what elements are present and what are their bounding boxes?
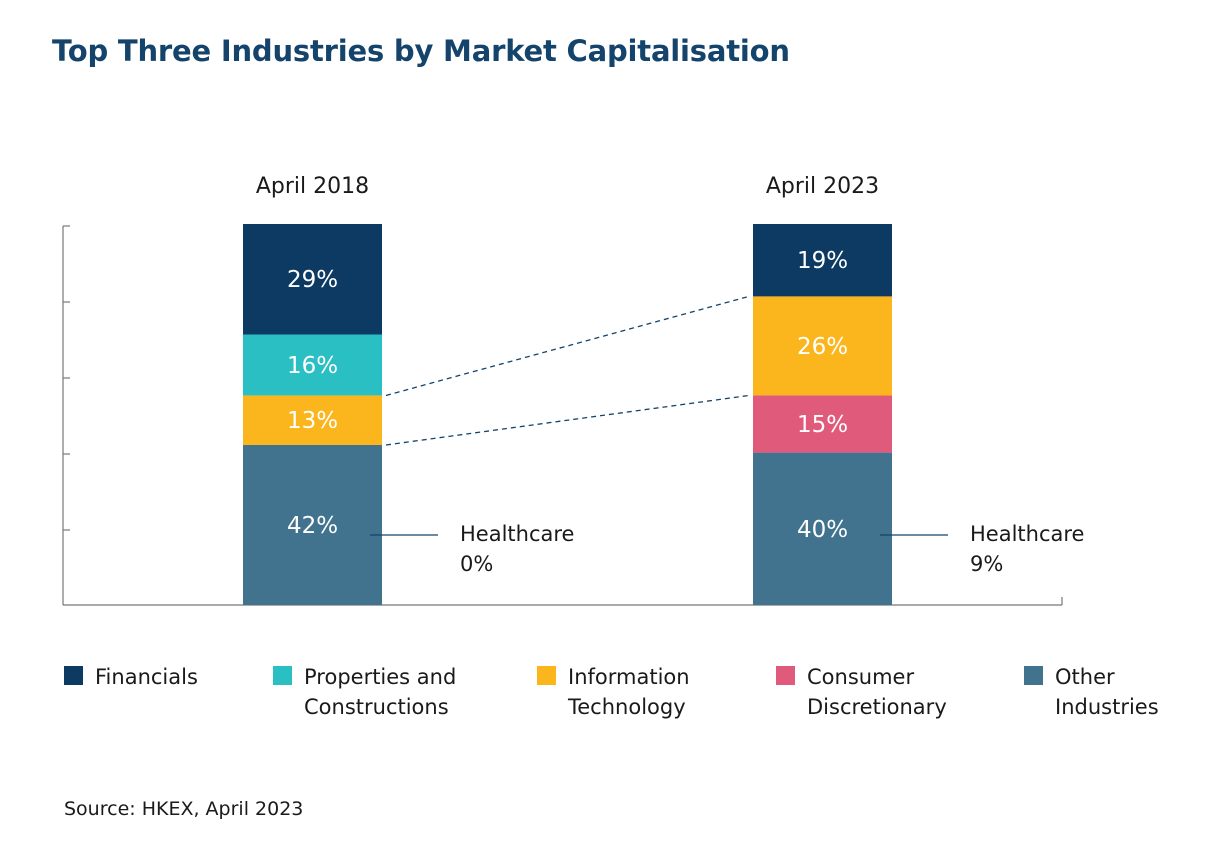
- legend-label: Other Industries: [1055, 665, 1159, 719]
- data-label: 29%: [287, 267, 338, 293]
- axis-layer: [62, 225, 1063, 606]
- legend-swatch: [273, 666, 292, 685]
- source-note: Source: HKEX, April 2023: [64, 798, 304, 820]
- data-label: 13%: [287, 408, 338, 434]
- chart-legend: Financials Properties and Constructions In…: [0, 662, 1228, 732]
- legend-item-consumer-discretionary: Consumer Discretionary: [776, 662, 947, 722]
- bar-segment-consumer-discretionary: [753, 395, 892, 453]
- data-label: 26%: [797, 334, 848, 360]
- bar-segment-information-technology: [753, 296, 892, 396]
- legend-swatch: [537, 666, 556, 685]
- legend-item-other-industries: Other Industries: [1024, 662, 1159, 722]
- annotation-value: 9%: [970, 552, 1003, 576]
- connector-line-top: [385, 295, 750, 397]
- category-label: April 2018: [256, 174, 369, 199]
- legend-label: Information Technology: [568, 665, 690, 719]
- bar-segment-properties-and-constructions: [243, 334, 382, 396]
- legend-label: Consumer Discretionary: [807, 665, 947, 719]
- data-label: 15%: [797, 412, 848, 438]
- data-label: 42%: [287, 513, 338, 539]
- legend-item-financials: Financials: [64, 662, 198, 692]
- connector-line-bottom: [385, 394, 750, 446]
- data-label: 16%: [287, 353, 338, 379]
- data-label: 19%: [797, 248, 848, 274]
- bar-segment-information-technology: [243, 395, 382, 445]
- legend-swatch: [776, 666, 795, 685]
- annotation-label: Healthcare: [460, 522, 574, 546]
- legend-label: Financials: [95, 665, 198, 689]
- legend-label: Properties and Constructions: [304, 665, 457, 719]
- label-layer: April 2018 42% 13% 16% 29% April 2023 40% 15% 26…: [256, 174, 879, 543]
- bar-segment-other-industries: [753, 452, 892, 605]
- legend-swatch: [64, 666, 83, 685]
- stacked-bar-chart: April 2018 42% 13% 16% 29% April 2023 40% 15% 26…: [62, 174, 1084, 606]
- category-label: April 2023: [766, 174, 879, 199]
- data-label: 40%: [797, 517, 848, 543]
- legend-item-information-technology: Information Technology: [537, 662, 690, 722]
- annotation-label: Healthcare: [970, 522, 1084, 546]
- bar-segment-financials: [243, 224, 382, 335]
- annotation-layer: Healthcare 0% Healthcare 9%: [370, 522, 1084, 576]
- bar-segment-financials: [753, 224, 892, 297]
- legend-item-properties-and-constructions: Properties and Constructions: [273, 662, 456, 722]
- bar-segment-other-industries: [243, 444, 382, 605]
- annotation-value: 0%: [460, 552, 493, 576]
- chart-title: Top Three Industries by Market Capitalis…: [52, 34, 790, 68]
- connector-layer: [385, 295, 750, 446]
- bar-layer: [243, 224, 892, 605]
- legend-swatch: [1024, 666, 1043, 685]
